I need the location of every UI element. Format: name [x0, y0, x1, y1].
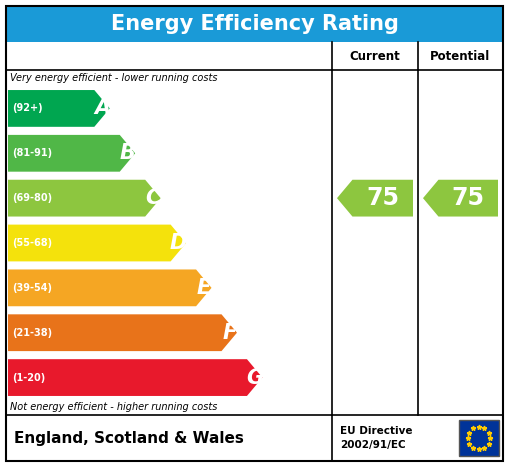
- Text: B: B: [120, 143, 135, 163]
- Text: D: D: [169, 233, 187, 253]
- Text: 75: 75: [366, 186, 399, 210]
- Bar: [459, 420, 499, 456]
- Polygon shape: [8, 225, 186, 262]
- Text: (1-20): (1-20): [12, 373, 45, 382]
- Polygon shape: [8, 135, 135, 172]
- Text: G: G: [246, 368, 263, 388]
- Text: Current: Current: [350, 50, 401, 63]
- Text: Energy Efficiency Rating: Energy Efficiency Rating: [110, 14, 399, 34]
- Bar: [6, 6, 503, 42]
- Text: 75: 75: [451, 186, 485, 210]
- Text: (55-68): (55-68): [12, 238, 52, 248]
- Text: A: A: [94, 99, 110, 119]
- Text: (39-54): (39-54): [12, 283, 52, 293]
- Text: Very energy efficient - lower running costs: Very energy efficient - lower running co…: [10, 73, 217, 83]
- Polygon shape: [8, 359, 263, 396]
- Polygon shape: [8, 269, 212, 306]
- Text: E: E: [196, 278, 211, 298]
- Text: England, Scotland & Wales: England, Scotland & Wales: [14, 431, 244, 446]
- Polygon shape: [337, 180, 413, 217]
- Text: (21-38): (21-38): [12, 328, 52, 338]
- Text: (81-91): (81-91): [12, 149, 52, 158]
- Text: Not energy efficient - higher running costs: Not energy efficient - higher running co…: [10, 403, 217, 412]
- Text: C: C: [145, 188, 161, 208]
- Polygon shape: [423, 180, 498, 217]
- Polygon shape: [8, 90, 110, 127]
- Text: EU Directive
2002/91/EC: EU Directive 2002/91/EC: [340, 426, 412, 450]
- Text: Potential: Potential: [431, 50, 491, 63]
- Polygon shape: [8, 314, 237, 351]
- Text: F: F: [222, 323, 236, 343]
- Polygon shape: [8, 180, 161, 217]
- Text: (92+): (92+): [12, 103, 43, 113]
- Text: (69-80): (69-80): [12, 193, 52, 203]
